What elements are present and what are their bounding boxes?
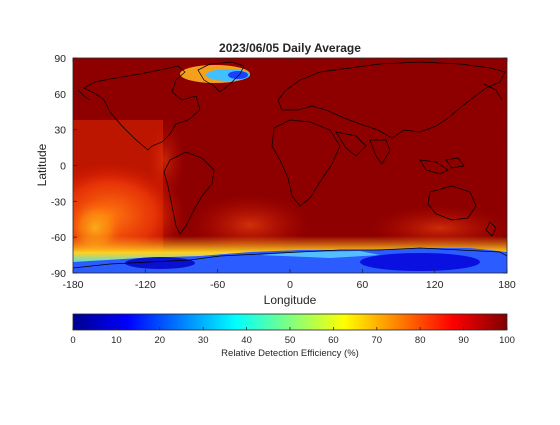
y-tick-label: 60 [54,89,66,101]
x-axis: -180 -120 -60 0 60 120 180 [62,58,516,291]
y-tick-label: 0 [60,161,66,173]
x-tick-label: -120 [135,279,156,291]
colorbar-tick-label: 50 [285,335,296,346]
colorbar-ticks: 0 10 20 30 40 50 60 70 80 90 100 [70,327,515,346]
colorbar-tick-label: 20 [155,335,166,346]
y-axis-title: Latitude [35,143,49,186]
colorbar-label: Relative Detection Efficiency (%) [221,348,359,359]
x-tick-label: -60 [210,279,225,291]
colorbar-tick-label: 30 [198,335,209,346]
colorbar-tick-label: 40 [241,335,252,346]
y-tick-label: 30 [54,125,66,137]
y-tick-label: -60 [51,232,66,244]
colorbar-tick-label: 70 [372,335,383,346]
x-axis-title: Longitude [264,293,317,307]
colorbar-tick-label: 90 [458,335,469,346]
x-tick-label: 60 [356,279,368,291]
x-tick-label: 180 [498,279,516,291]
y-tick-label: -90 [51,268,66,280]
colorbar-tick-label: 10 [111,335,122,346]
y-tick-label: -30 [51,196,66,208]
y-tick-label: 90 [54,53,66,65]
colorbar-tick-label: 60 [328,335,339,346]
colorbar-tick-label: 80 [415,335,426,346]
figure-title: 2023/06/05 Daily Average [219,41,361,55]
colorbar-tick-label: 0 [70,335,75,346]
efficiency-map [73,58,507,273]
y-axis: 90 60 30 0 -30 -60 -90 [51,53,507,280]
colorbar-tick-label: 100 [499,335,515,346]
x-tick-label: 0 [287,279,293,291]
coastlines [73,61,507,269]
x-tick-label: 120 [426,279,444,291]
x-tick-label: -180 [62,279,83,291]
